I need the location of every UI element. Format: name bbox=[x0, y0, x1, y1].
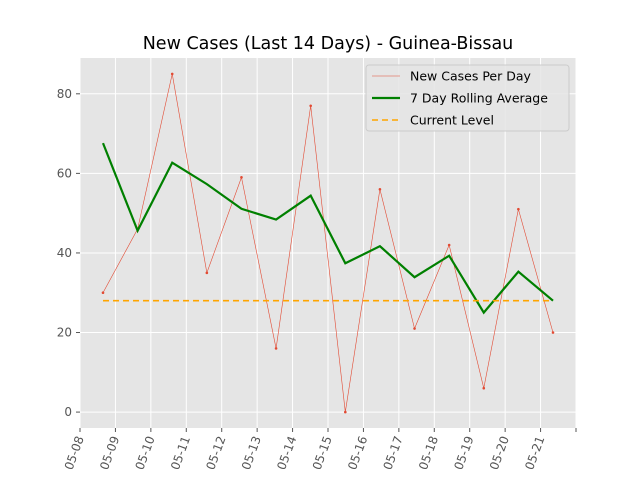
x-tick-label: 05-21 bbox=[522, 434, 547, 472]
x-tick-label: 05-16 bbox=[345, 434, 370, 472]
data-point bbox=[309, 104, 312, 108]
series-line-1 bbox=[102, 73, 554, 413]
legend-label: 7 Day Rolling Average bbox=[410, 91, 548, 106]
legend-box bbox=[365, 64, 570, 132]
x-tick-label: 05-12 bbox=[203, 434, 228, 472]
x-tick-label: 05-13 bbox=[239, 434, 264, 472]
data-point bbox=[344, 410, 347, 414]
data-point bbox=[378, 187, 382, 191]
y-tick-label: 20 bbox=[57, 326, 72, 340]
data-point bbox=[482, 386, 486, 390]
x-tick-label: 05-10 bbox=[133, 434, 158, 472]
data-point bbox=[274, 347, 278, 350]
legend-label: New Cases Per Day bbox=[410, 69, 531, 84]
x-tick-label: 05-20 bbox=[487, 434, 512, 472]
x-tick-label: 05-08 bbox=[62, 434, 87, 472]
y-tick-label: 60 bbox=[57, 166, 72, 180]
x-tick-label: 05-18 bbox=[416, 434, 441, 472]
data-point bbox=[240, 176, 243, 179]
chart-title: New Cases (Last 14 Days) - Guinea-Bissau bbox=[143, 34, 514, 54]
y-axis: 0 20 40 60 80 bbox=[57, 87, 80, 419]
y-tick-label: 40 bbox=[57, 246, 72, 260]
data-point bbox=[101, 291, 105, 295]
y-tick-label: 80 bbox=[57, 87, 72, 101]
series-layer bbox=[101, 72, 555, 414]
data-point bbox=[170, 72, 174, 76]
data-point bbox=[447, 243, 451, 247]
data-point bbox=[205, 271, 209, 275]
x-tick-label: 05-15 bbox=[310, 434, 335, 472]
data-point bbox=[413, 327, 416, 330]
x-tick-label: 05-09 bbox=[97, 434, 122, 472]
data-point bbox=[517, 207, 520, 211]
x-tick-label: 05-14 bbox=[274, 434, 299, 472]
grid bbox=[79, 58, 577, 428]
x-axis: 05-08 05-09 05-10 05-11 05-12 05-13 05-14 05-15… bbox=[62, 428, 577, 472]
x-tick-label: 05-17 bbox=[381, 434, 406, 472]
x-tick-label: 05-19 bbox=[451, 434, 476, 472]
legend: New Cases Per Day 7 Day Rolling Average Cu… bbox=[365, 64, 570, 132]
data-point bbox=[551, 331, 555, 334]
legend-label: Current Level bbox=[410, 113, 494, 128]
series-line-2 bbox=[101, 142, 554, 315]
y-tick-label: 0 bbox=[64, 405, 72, 419]
x-tick-label: 05-11 bbox=[168, 434, 193, 472]
